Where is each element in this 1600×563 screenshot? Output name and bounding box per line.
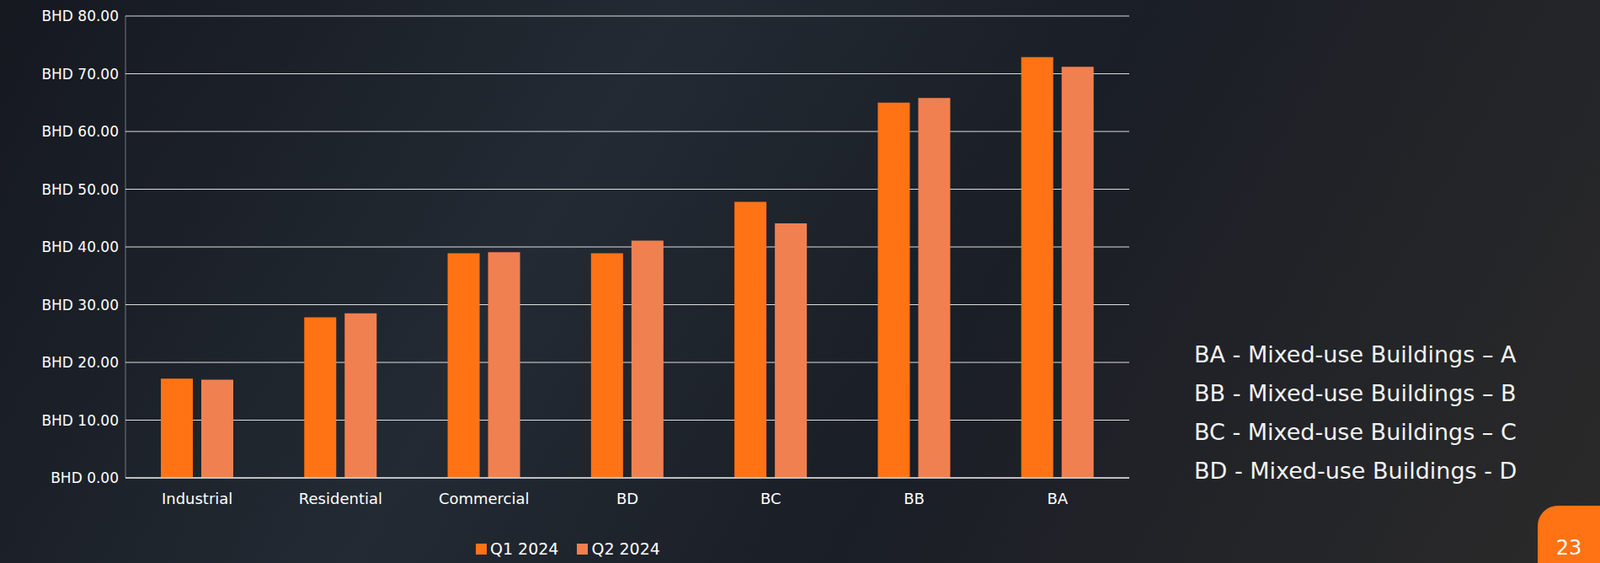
svg-text:Commercial: Commercial bbox=[438, 489, 530, 507]
svg-text:BC: BC bbox=[760, 489, 782, 507]
svg-text:BHD 30.00: BHD 30.00 bbox=[41, 296, 119, 314]
svg-text:BA: BA bbox=[1047, 489, 1069, 507]
html-text:BB - Mixed-use Buildings – B: BB - Mixed-use Buildings – B bbox=[1194, 379, 1517, 406]
svg-text:BD: BD bbox=[616, 489, 639, 507]
html-text:23: 23 bbox=[1555, 535, 1582, 560]
svg-text:BHD 0.00: BHD 0.00 bbox=[50, 469, 119, 486]
svg-text:BHD 50.00: BHD 50.00 bbox=[41, 181, 119, 198]
html-text:Q1 2024: Q1 2024 bbox=[490, 538, 559, 558]
html-text:BD - Mixed-use Buildings - D: BD - Mixed-use Buildings - D bbox=[1194, 457, 1517, 484]
html-text:BA - Mixed-use Buildings – A: BA - Mixed-use Buildings – A bbox=[1194, 341, 1517, 368]
svg-text:BHD 80.00: BHD 80.00 bbox=[41, 7, 119, 25]
svg-text:Industrial: Industrial bbox=[161, 489, 233, 507]
svg-text:BHD 20.00: BHD 20.00 bbox=[41, 353, 119, 371]
svg-text:Residential: Residential bbox=[298, 489, 383, 507]
svg-text:BHD 70.00: BHD 70.00 bbox=[41, 65, 119, 83]
html-text:Q2 2024: Q2 2024 bbox=[591, 538, 661, 558]
html-text:BC - Mixed-use Buildings – C: BC - Mixed-use Buildings – C bbox=[1194, 418, 1517, 445]
svg-text:BB: BB bbox=[903, 489, 925, 507]
svg-text:BHD 60.00: BHD 60.00 bbox=[41, 122, 119, 140]
svg-text:BHD 40.00: BHD 40.00 bbox=[41, 238, 119, 256]
svg-text:BHD 10.00: BHD 10.00 bbox=[41, 411, 119, 429]
